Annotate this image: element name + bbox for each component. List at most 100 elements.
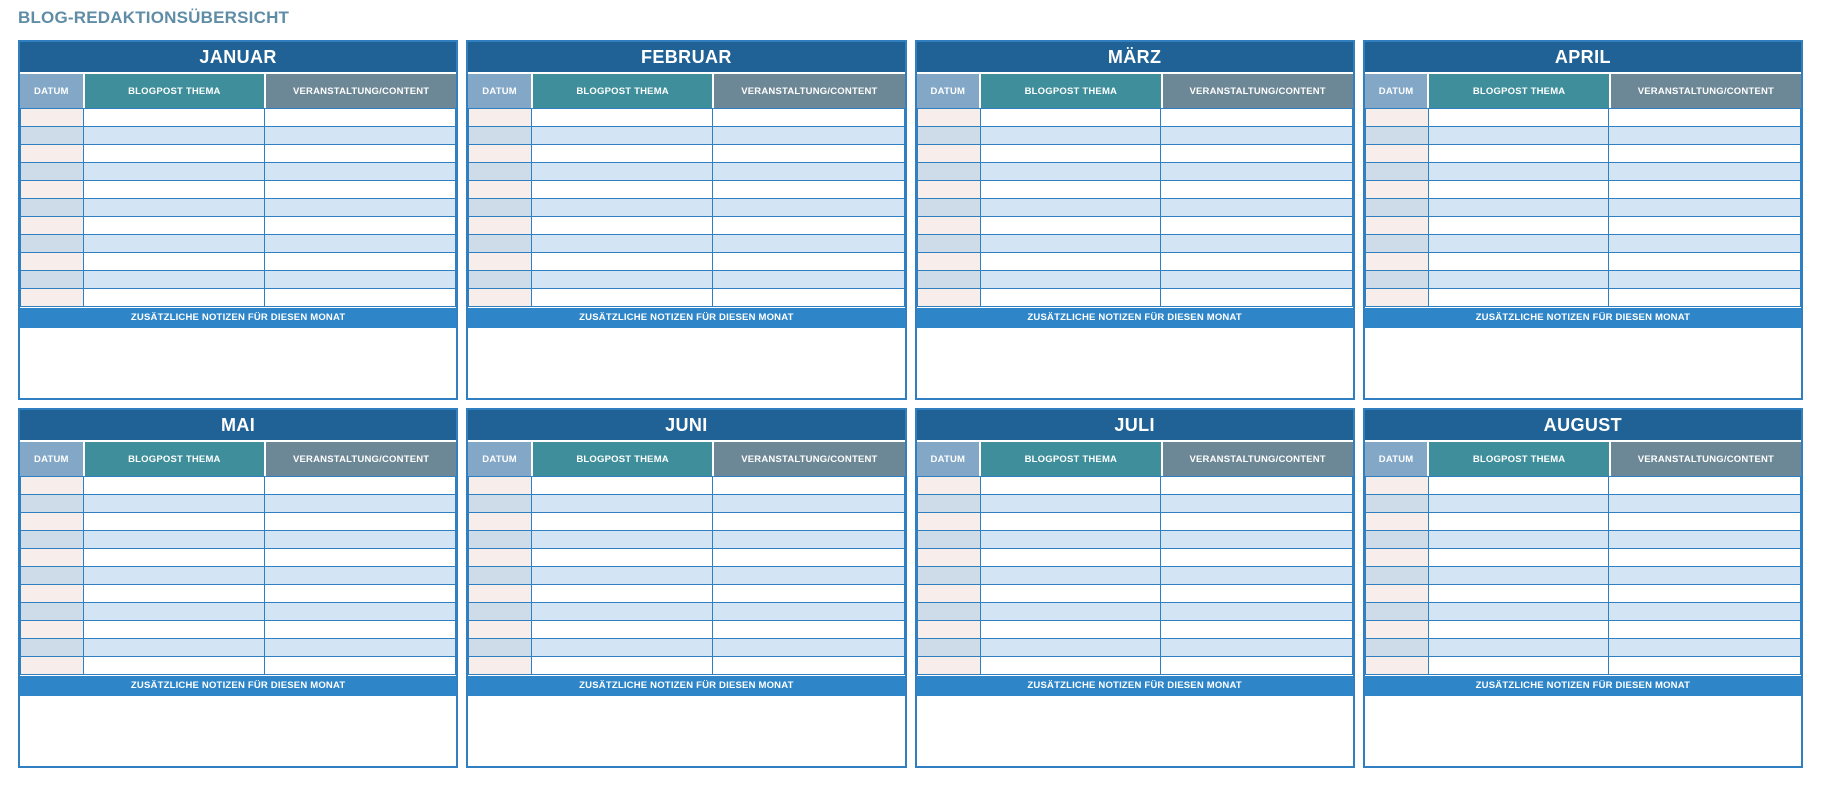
event-cell[interactable] <box>1160 198 1353 217</box>
topic-cell[interactable] <box>531 584 713 603</box>
topic-cell[interactable] <box>531 270 713 289</box>
event-cell[interactable] <box>263 656 457 675</box>
notes-area[interactable] <box>20 696 457 766</box>
event-cell[interactable] <box>1160 566 1353 585</box>
date-cell[interactable] <box>916 494 981 513</box>
event-cell[interactable] <box>1608 198 1801 217</box>
event-cell[interactable] <box>1608 252 1801 271</box>
date-cell[interactable] <box>916 530 981 549</box>
notes-area[interactable] <box>916 328 1353 398</box>
topic-cell[interactable] <box>1427 566 1610 585</box>
date-cell[interactable] <box>468 252 533 271</box>
topic-cell[interactable] <box>531 162 713 181</box>
event-cell[interactable] <box>711 566 905 585</box>
date-cell[interactable] <box>1364 216 1429 235</box>
event-cell[interactable] <box>1608 512 1801 531</box>
event-cell[interactable] <box>263 216 457 235</box>
date-cell[interactable] <box>916 270 981 289</box>
event-cell[interactable] <box>1160 512 1353 531</box>
date-cell[interactable] <box>916 476 981 495</box>
event-cell[interactable] <box>263 530 457 549</box>
date-cell[interactable] <box>19 656 85 675</box>
event-cell[interactable] <box>263 620 457 639</box>
date-cell[interactable] <box>1364 234 1429 253</box>
date-cell[interactable] <box>19 144 85 163</box>
topic-cell[interactable] <box>531 566 713 585</box>
event-cell[interactable] <box>263 602 457 621</box>
event-cell[interactable] <box>263 566 457 585</box>
date-cell[interactable] <box>19 216 85 235</box>
event-cell[interactable] <box>711 530 905 549</box>
date-cell[interactable] <box>468 656 533 675</box>
topic-cell[interactable] <box>531 234 713 253</box>
event-cell[interactable] <box>1160 656 1353 675</box>
event-cell[interactable] <box>711 494 905 513</box>
event-cell[interactable] <box>1160 548 1353 567</box>
topic-cell[interactable] <box>83 252 265 271</box>
date-cell[interactable] <box>1364 602 1429 621</box>
date-cell[interactable] <box>1364 656 1429 675</box>
date-cell[interactable] <box>19 476 85 495</box>
topic-cell[interactable] <box>979 476 1162 495</box>
event-cell[interactable] <box>263 476 457 495</box>
date-cell[interactable] <box>916 126 981 145</box>
topic-cell[interactable] <box>83 548 265 567</box>
event-cell[interactable] <box>1608 566 1801 585</box>
topic-cell[interactable] <box>1427 602 1610 621</box>
event-cell[interactable] <box>1608 476 1801 495</box>
topic-cell[interactable] <box>1427 584 1610 603</box>
event-cell[interactable] <box>1160 144 1353 163</box>
topic-cell[interactable] <box>531 548 713 567</box>
date-cell[interactable] <box>468 548 533 567</box>
date-cell[interactable] <box>916 162 981 181</box>
date-cell[interactable] <box>916 216 981 235</box>
date-cell[interactable] <box>1364 252 1429 271</box>
event-cell[interactable] <box>263 234 457 253</box>
event-cell[interactable] <box>711 234 905 253</box>
date-cell[interactable] <box>468 476 533 495</box>
event-cell[interactable] <box>263 252 457 271</box>
topic-cell[interactable] <box>83 530 265 549</box>
date-cell[interactable] <box>1364 288 1429 307</box>
event-cell[interactable] <box>1160 162 1353 181</box>
event-cell[interactable] <box>1160 288 1353 307</box>
event-cell[interactable] <box>711 602 905 621</box>
event-cell[interactable] <box>711 476 905 495</box>
topic-cell[interactable] <box>83 270 265 289</box>
topic-cell[interactable] <box>979 180 1162 199</box>
topic-cell[interactable] <box>531 108 713 127</box>
date-cell[interactable] <box>1364 584 1429 603</box>
event-cell[interactable] <box>1608 270 1801 289</box>
date-cell[interactable] <box>1364 548 1429 567</box>
date-cell[interactable] <box>19 288 85 307</box>
notes-area[interactable] <box>468 696 905 766</box>
topic-cell[interactable] <box>83 566 265 585</box>
event-cell[interactable] <box>1160 638 1353 657</box>
topic-cell[interactable] <box>531 252 713 271</box>
date-cell[interactable] <box>916 566 981 585</box>
event-cell[interactable] <box>711 656 905 675</box>
event-cell[interactable] <box>1160 180 1353 199</box>
date-cell[interactable] <box>916 252 981 271</box>
event-cell[interactable] <box>263 108 457 127</box>
topic-cell[interactable] <box>83 162 265 181</box>
topic-cell[interactable] <box>979 638 1162 657</box>
topic-cell[interactable] <box>1427 494 1610 513</box>
event-cell[interactable] <box>1160 252 1353 271</box>
topic-cell[interactable] <box>83 144 265 163</box>
date-cell[interactable] <box>468 584 533 603</box>
date-cell[interactable] <box>916 512 981 531</box>
topic-cell[interactable] <box>531 288 713 307</box>
date-cell[interactable] <box>468 234 533 253</box>
date-cell[interactable] <box>19 548 85 567</box>
date-cell[interactable] <box>1364 476 1429 495</box>
event-cell[interactable] <box>1160 216 1353 235</box>
event-cell[interactable] <box>1608 548 1801 567</box>
topic-cell[interactable] <box>531 126 713 145</box>
topic-cell[interactable] <box>979 144 1162 163</box>
topic-cell[interactable] <box>83 638 265 657</box>
topic-cell[interactable] <box>83 288 265 307</box>
date-cell[interactable] <box>19 566 85 585</box>
topic-cell[interactable] <box>1427 288 1610 307</box>
date-cell[interactable] <box>19 180 85 199</box>
